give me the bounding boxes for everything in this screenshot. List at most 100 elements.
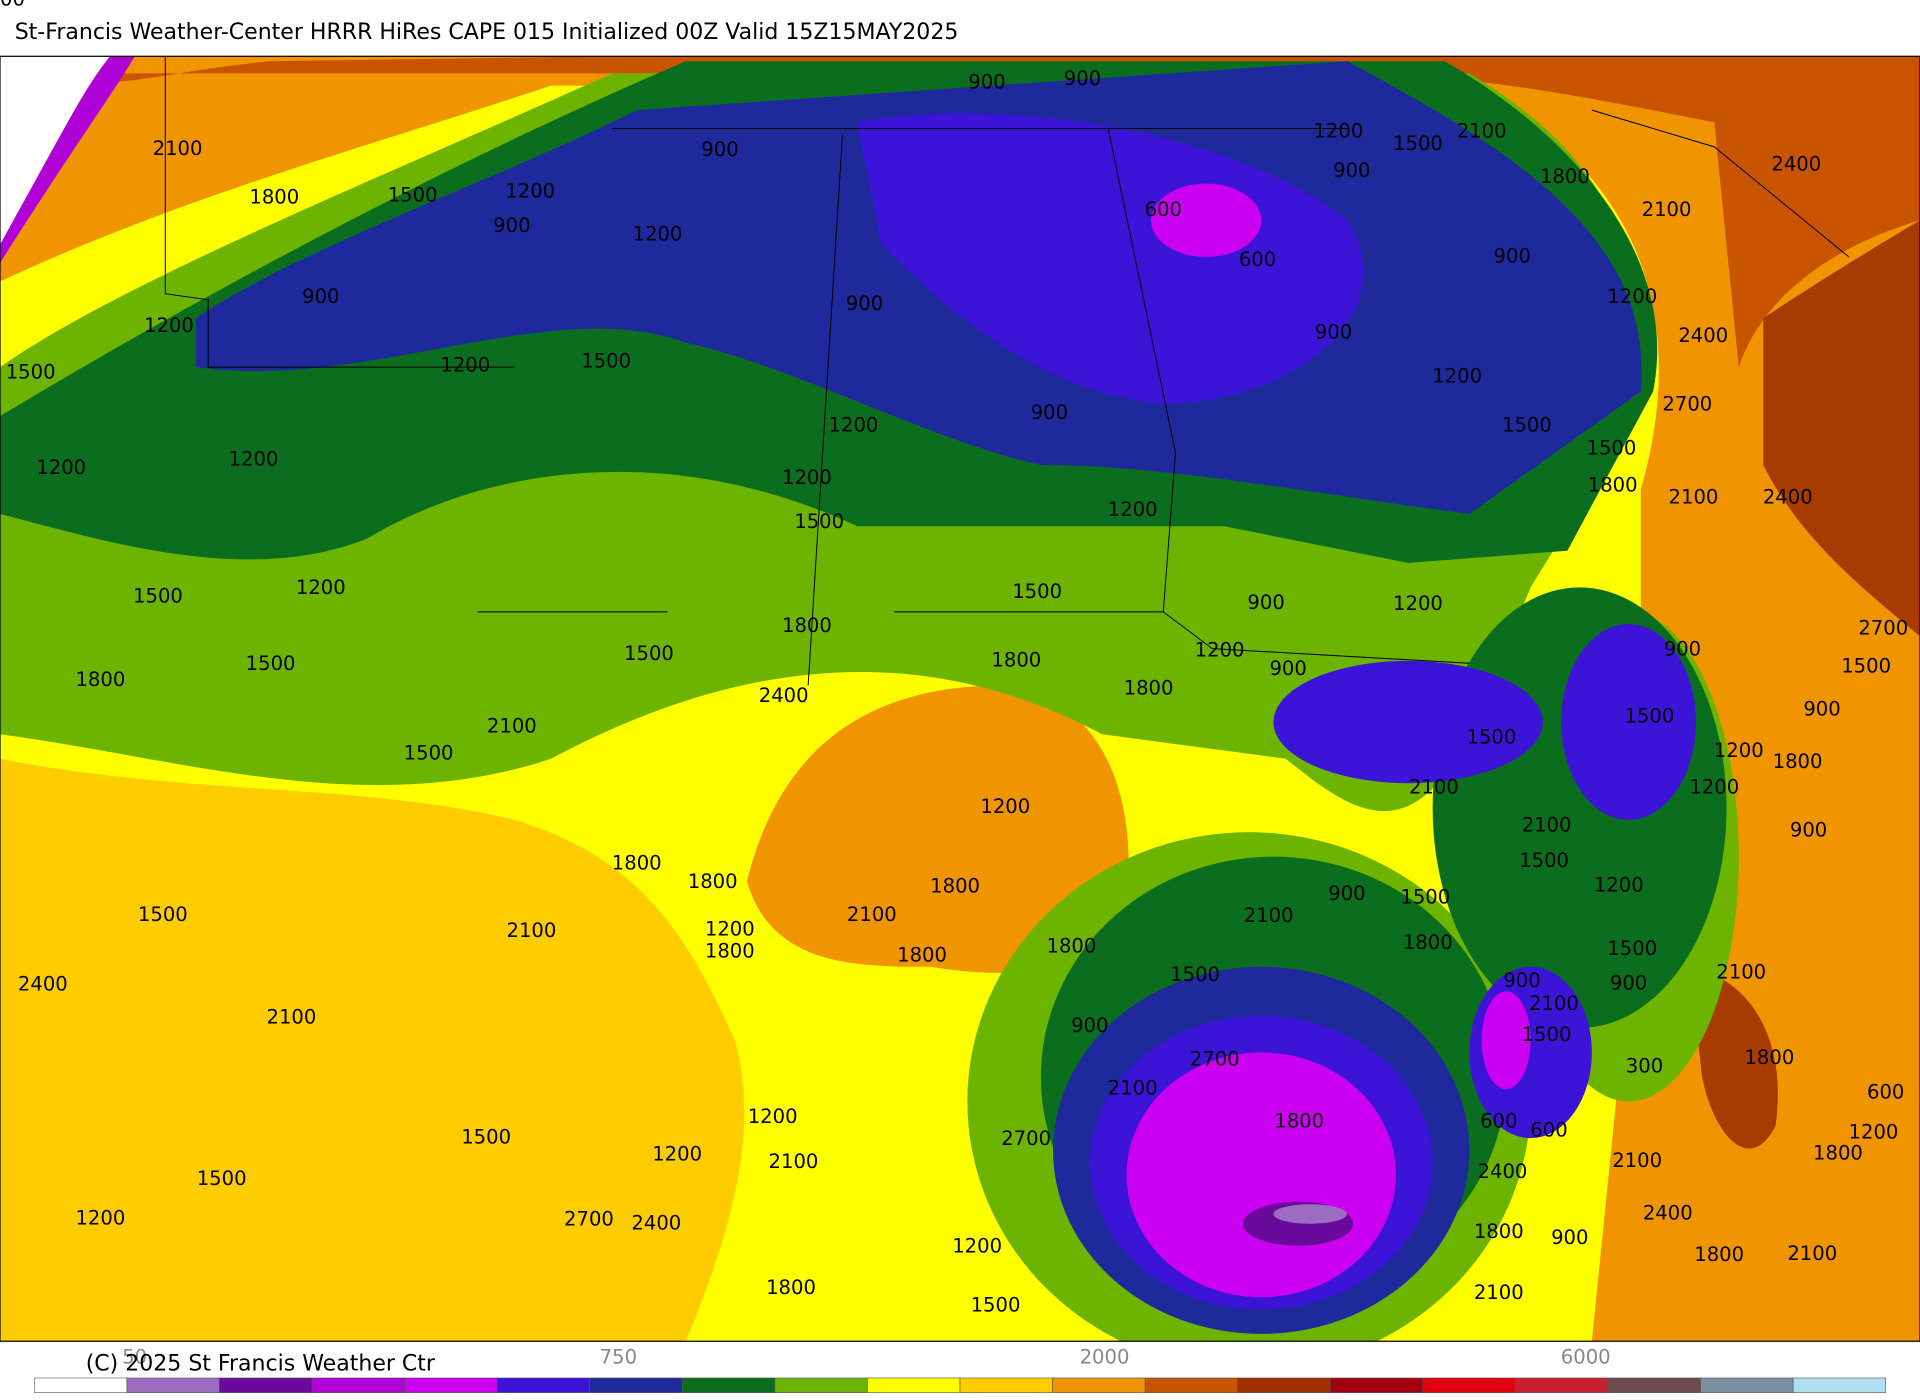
contour-label: 1800 [1773, 750, 1823, 773]
contour-label: 2100 [1787, 1242, 1837, 1265]
contour-label: 2700 [1662, 393, 1712, 416]
colorbar-segment [589, 1377, 683, 1393]
contour-label: 2100 [1108, 1077, 1158, 1100]
contour-label: 900 [1071, 1014, 1108, 1037]
contour-label: 2100 [1244, 904, 1294, 927]
copyright: (C) 2025 St Francis Weather Ctr [86, 1352, 436, 1377]
contour-label: 600 [1145, 198, 1182, 221]
colorbar-segment [311, 1377, 405, 1393]
colorbar-segment [1700, 1377, 1794, 1393]
contour-label: 900 [1269, 657, 1306, 680]
contour-label: 1800 [75, 668, 125, 691]
contour-label: 1800 [1047, 935, 1097, 958]
contour-label: 900 [1031, 401, 1068, 424]
contour-label: 1200 [705, 918, 755, 941]
colorbar-segment [1052, 1377, 1146, 1393]
contour-label: 1800 [1124, 676, 1174, 699]
colorbar-segment [1144, 1377, 1239, 1393]
contour-label: 1800 [991, 648, 1041, 671]
contour-label: 1200 [36, 456, 86, 479]
contour-label: 1200 [633, 222, 683, 245]
contour-label: 2100 [1529, 992, 1579, 1015]
map [0, 55, 1920, 1342]
colorbar-segment [681, 1377, 776, 1393]
contour-label: 1800 [1744, 1046, 1794, 1069]
contour-label: 1500 [1170, 963, 1220, 986]
contour-label: 2100 [507, 919, 557, 942]
colorbar-segment [959, 1377, 1053, 1393]
contour-label: 1800 [766, 1276, 816, 1299]
contour-label: 1500 [1624, 705, 1674, 728]
contour-label: 900 [1328, 882, 1365, 905]
contour-label: 900 [968, 71, 1005, 94]
contour-label: 1500 [1400, 886, 1450, 909]
colorbar: 50 750 2000 6000 [33, 1345, 1887, 1393]
contour-label: 600 [1480, 1110, 1517, 1133]
contour-label: 2100 [1457, 120, 1507, 143]
contour-label: 1500 [581, 350, 631, 373]
contour-label: 1800 [249, 186, 299, 209]
contour-label: 900 [1790, 818, 1827, 841]
contour-label: 1200 [1195, 639, 1245, 662]
contour-label: 2400 [1771, 153, 1821, 176]
contour-label: 1200 [829, 413, 879, 436]
contour-label: 2100 [769, 1150, 819, 1173]
contour-label: 900 [1064, 67, 1101, 90]
contour-label: 2400 [1478, 1160, 1528, 1183]
contour-label: 1200 [229, 448, 279, 471]
contour-label: 1500 [1841, 654, 1891, 677]
contour-label: 1500 [246, 652, 296, 675]
contour-label: 1500 [1587, 437, 1637, 460]
colorbar-segment [33, 1377, 128, 1393]
contour-label: 1200 [1689, 776, 1739, 799]
contour-label: 1800 [688, 870, 738, 893]
colorbar-segment [1515, 1377, 1609, 1393]
contour-label: 900 [1664, 637, 1701, 660]
contour-label: 1500 [388, 183, 438, 206]
contour-label: 2400 [1763, 486, 1813, 509]
contour-label: 1200 [440, 353, 490, 376]
contour-label: 1200 [1432, 364, 1482, 387]
contour-label: 1200 [1393, 592, 1443, 615]
contour-label: 1800 [897, 943, 947, 966]
contour-label: 1500 [133, 585, 183, 608]
contour-label: 900 [1247, 591, 1284, 614]
contour-label: 2100 [1669, 486, 1719, 509]
contour-label: 900 [1610, 971, 1647, 994]
colorbar-segment [1237, 1377, 1331, 1393]
contour-label: 1200 [952, 1235, 1002, 1258]
title: St-Francis Weather-Center HRRR HiRes CAP… [15, 20, 959, 45]
contour-label: 1200 [75, 1206, 125, 1229]
contour-label: 2700 [1858, 617, 1908, 640]
contour-label: 1200 [748, 1105, 798, 1128]
contour-label: 2400 [18, 973, 68, 996]
contour-label: 900 [701, 138, 738, 161]
contour-label: 2400 [1678, 324, 1728, 347]
contour-label: 1500 [1607, 937, 1657, 960]
colorbar-label: 6000 [1561, 1345, 1611, 1368]
contour-label: 1500 [0, 0, 25, 10]
colorbar-segment [1792, 1377, 1887, 1393]
contour-label: 1200 [1849, 1121, 1899, 1144]
contour-label: 1800 [612, 851, 662, 874]
contour-label: 2100 [847, 903, 897, 926]
contour-label: 300 [1626, 1055, 1663, 1078]
contour-label: 1500 [1502, 413, 1552, 436]
contour-label: 1200 [1607, 285, 1657, 308]
colorbar-segment [404, 1377, 498, 1393]
contour-label: 600 [1239, 248, 1276, 271]
contour-label: 1500 [1519, 849, 1569, 872]
contour-label: 900 [1803, 697, 1840, 720]
contour-label: 1200 [1594, 874, 1644, 897]
contour-label: 1800 [1813, 1142, 1863, 1165]
contour-label: 2100 [153, 137, 203, 160]
contour-label: 1500 [794, 510, 844, 533]
contour-label: 1200 [1714, 739, 1764, 762]
contour-label: 1500 [138, 903, 188, 926]
contour-label: 1800 [705, 940, 755, 963]
contour-label: 2400 [631, 1211, 681, 1234]
contour-label: 900 [846, 292, 883, 315]
contour-label: 1500 [1012, 580, 1062, 603]
